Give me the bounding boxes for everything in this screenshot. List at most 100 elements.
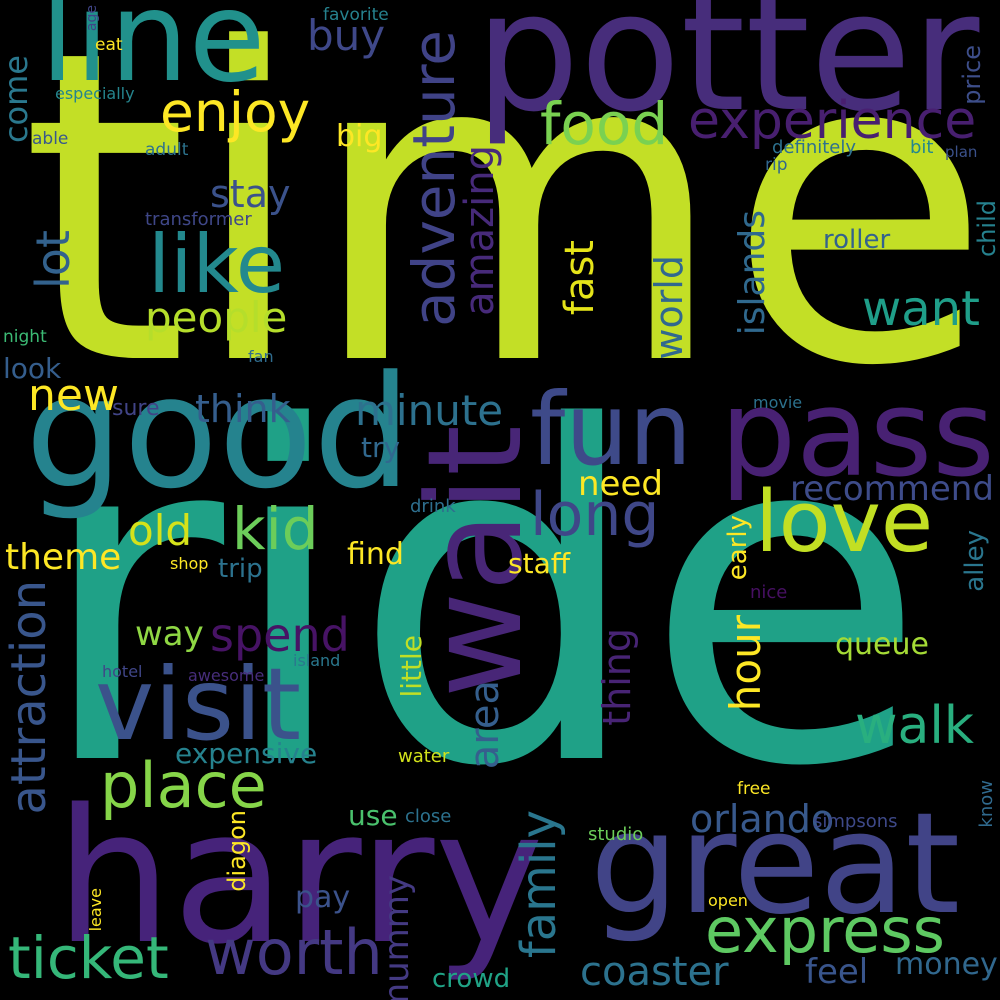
word-look: look [3,352,62,385]
word-little: little [395,635,428,698]
word-good: good [25,342,412,523]
word-crowd: crowd [432,964,511,994]
word-alley: alley [960,530,990,592]
word-coaster: coaster [580,949,729,995]
word-fan: fan [248,347,274,366]
word-buy: buy [307,11,386,60]
word-big: big [336,119,383,154]
word-diagon: diagon [223,810,251,892]
word-potter: potter [475,0,980,148]
word-time: time [20,0,992,460]
word-think: think [195,387,291,431]
word-eat: eat [95,35,123,55]
word-free: free [737,779,771,799]
word-harry: harry [55,769,544,985]
word-stay: stay [210,172,291,216]
word-staff: staff [508,547,571,580]
word-especially: especially [55,84,135,103]
word-attraction: attraction [1,580,57,815]
word-orlando: orlando [690,797,835,841]
word-pass: pass [720,365,995,504]
word-know: know [976,780,997,828]
word-visit: visit [95,646,302,763]
word-recommend: recommend [790,469,994,509]
word-express: express [705,894,945,967]
word-adult: adult [145,140,189,160]
word-favorite: favorite [323,5,389,25]
word-simpsons: simpsons [813,811,898,832]
word-theme: theme [5,537,122,578]
word-mummy: mummy [377,875,417,1000]
word-leave: leave [86,888,105,932]
word-feel: feel [805,952,869,992]
word-definitely: definitely [772,137,857,158]
word-people: people [145,293,288,342]
word-new: new [28,370,119,421]
word-child: child [973,200,1000,257]
word-love: love [755,473,934,572]
word-hour: hour [721,615,770,712]
word-ride: ride [35,332,927,867]
word-food: food [540,90,669,158]
word-lot: lot [26,230,80,289]
word-nice: nice [750,582,788,603]
word-adventure: adventure [400,30,468,327]
word-thing: thing [595,628,639,726]
word-world: world [647,255,691,360]
word-movie: movie [753,393,803,412]
word-find: find [347,537,404,572]
word-drink: drink [410,496,456,517]
word-plan: plan [945,143,978,161]
word-great: great [590,783,961,946]
word-fun: fun [530,371,692,488]
word-family: family [511,810,567,959]
word-rip: rip [765,155,788,175]
word-experience: experience [688,91,977,151]
word-need: need [578,464,663,504]
word-long: long [530,480,660,550]
word-walk: walk [855,696,974,756]
word-expensive: expensive [175,737,318,770]
word-like: like [148,218,286,311]
word-island: island [293,651,341,670]
word-way: way [135,614,204,654]
word-water: water [398,746,450,767]
word-pay: pay [295,880,351,915]
word-able: able [32,129,69,149]
word-spend: spend [210,608,350,662]
word-area: area [462,680,508,770]
word-age: age [84,5,100,32]
word-hotel: hotel [102,662,143,681]
word-studio: studio [588,824,644,845]
word-kid: kid [232,495,319,563]
word-place: place [100,749,267,822]
word-line: line [40,0,266,110]
word-minute: minute [355,386,504,435]
word-price: price [958,45,986,105]
word-try: try [361,431,401,464]
word-sure: sure [112,396,160,421]
word-want: want [862,281,980,337]
word-early: early [723,515,753,581]
word-open: open [708,891,748,910]
word-ticket: ticket [8,924,169,992]
word-bit: bit [910,137,934,158]
word-money: money [895,947,998,982]
word-amazing: amazing [457,145,503,316]
word-shop: shop [170,554,209,573]
word-night: night [3,327,47,347]
word-trip: trip [218,554,263,584]
word-roller: roller [823,225,891,255]
word-worth: worth [205,916,383,989]
word-transformer: transformer [145,209,252,230]
word-enjoy: enjoy [160,80,311,144]
word-islands: islands [732,210,773,336]
word-queue: queue [835,627,929,662]
word-fast: fast [557,240,603,316]
word-come: come [0,55,35,144]
word-awesome: awesome [188,666,265,685]
word-use: use [348,799,398,832]
word-close: close [405,806,452,827]
word-old: old [128,506,193,555]
